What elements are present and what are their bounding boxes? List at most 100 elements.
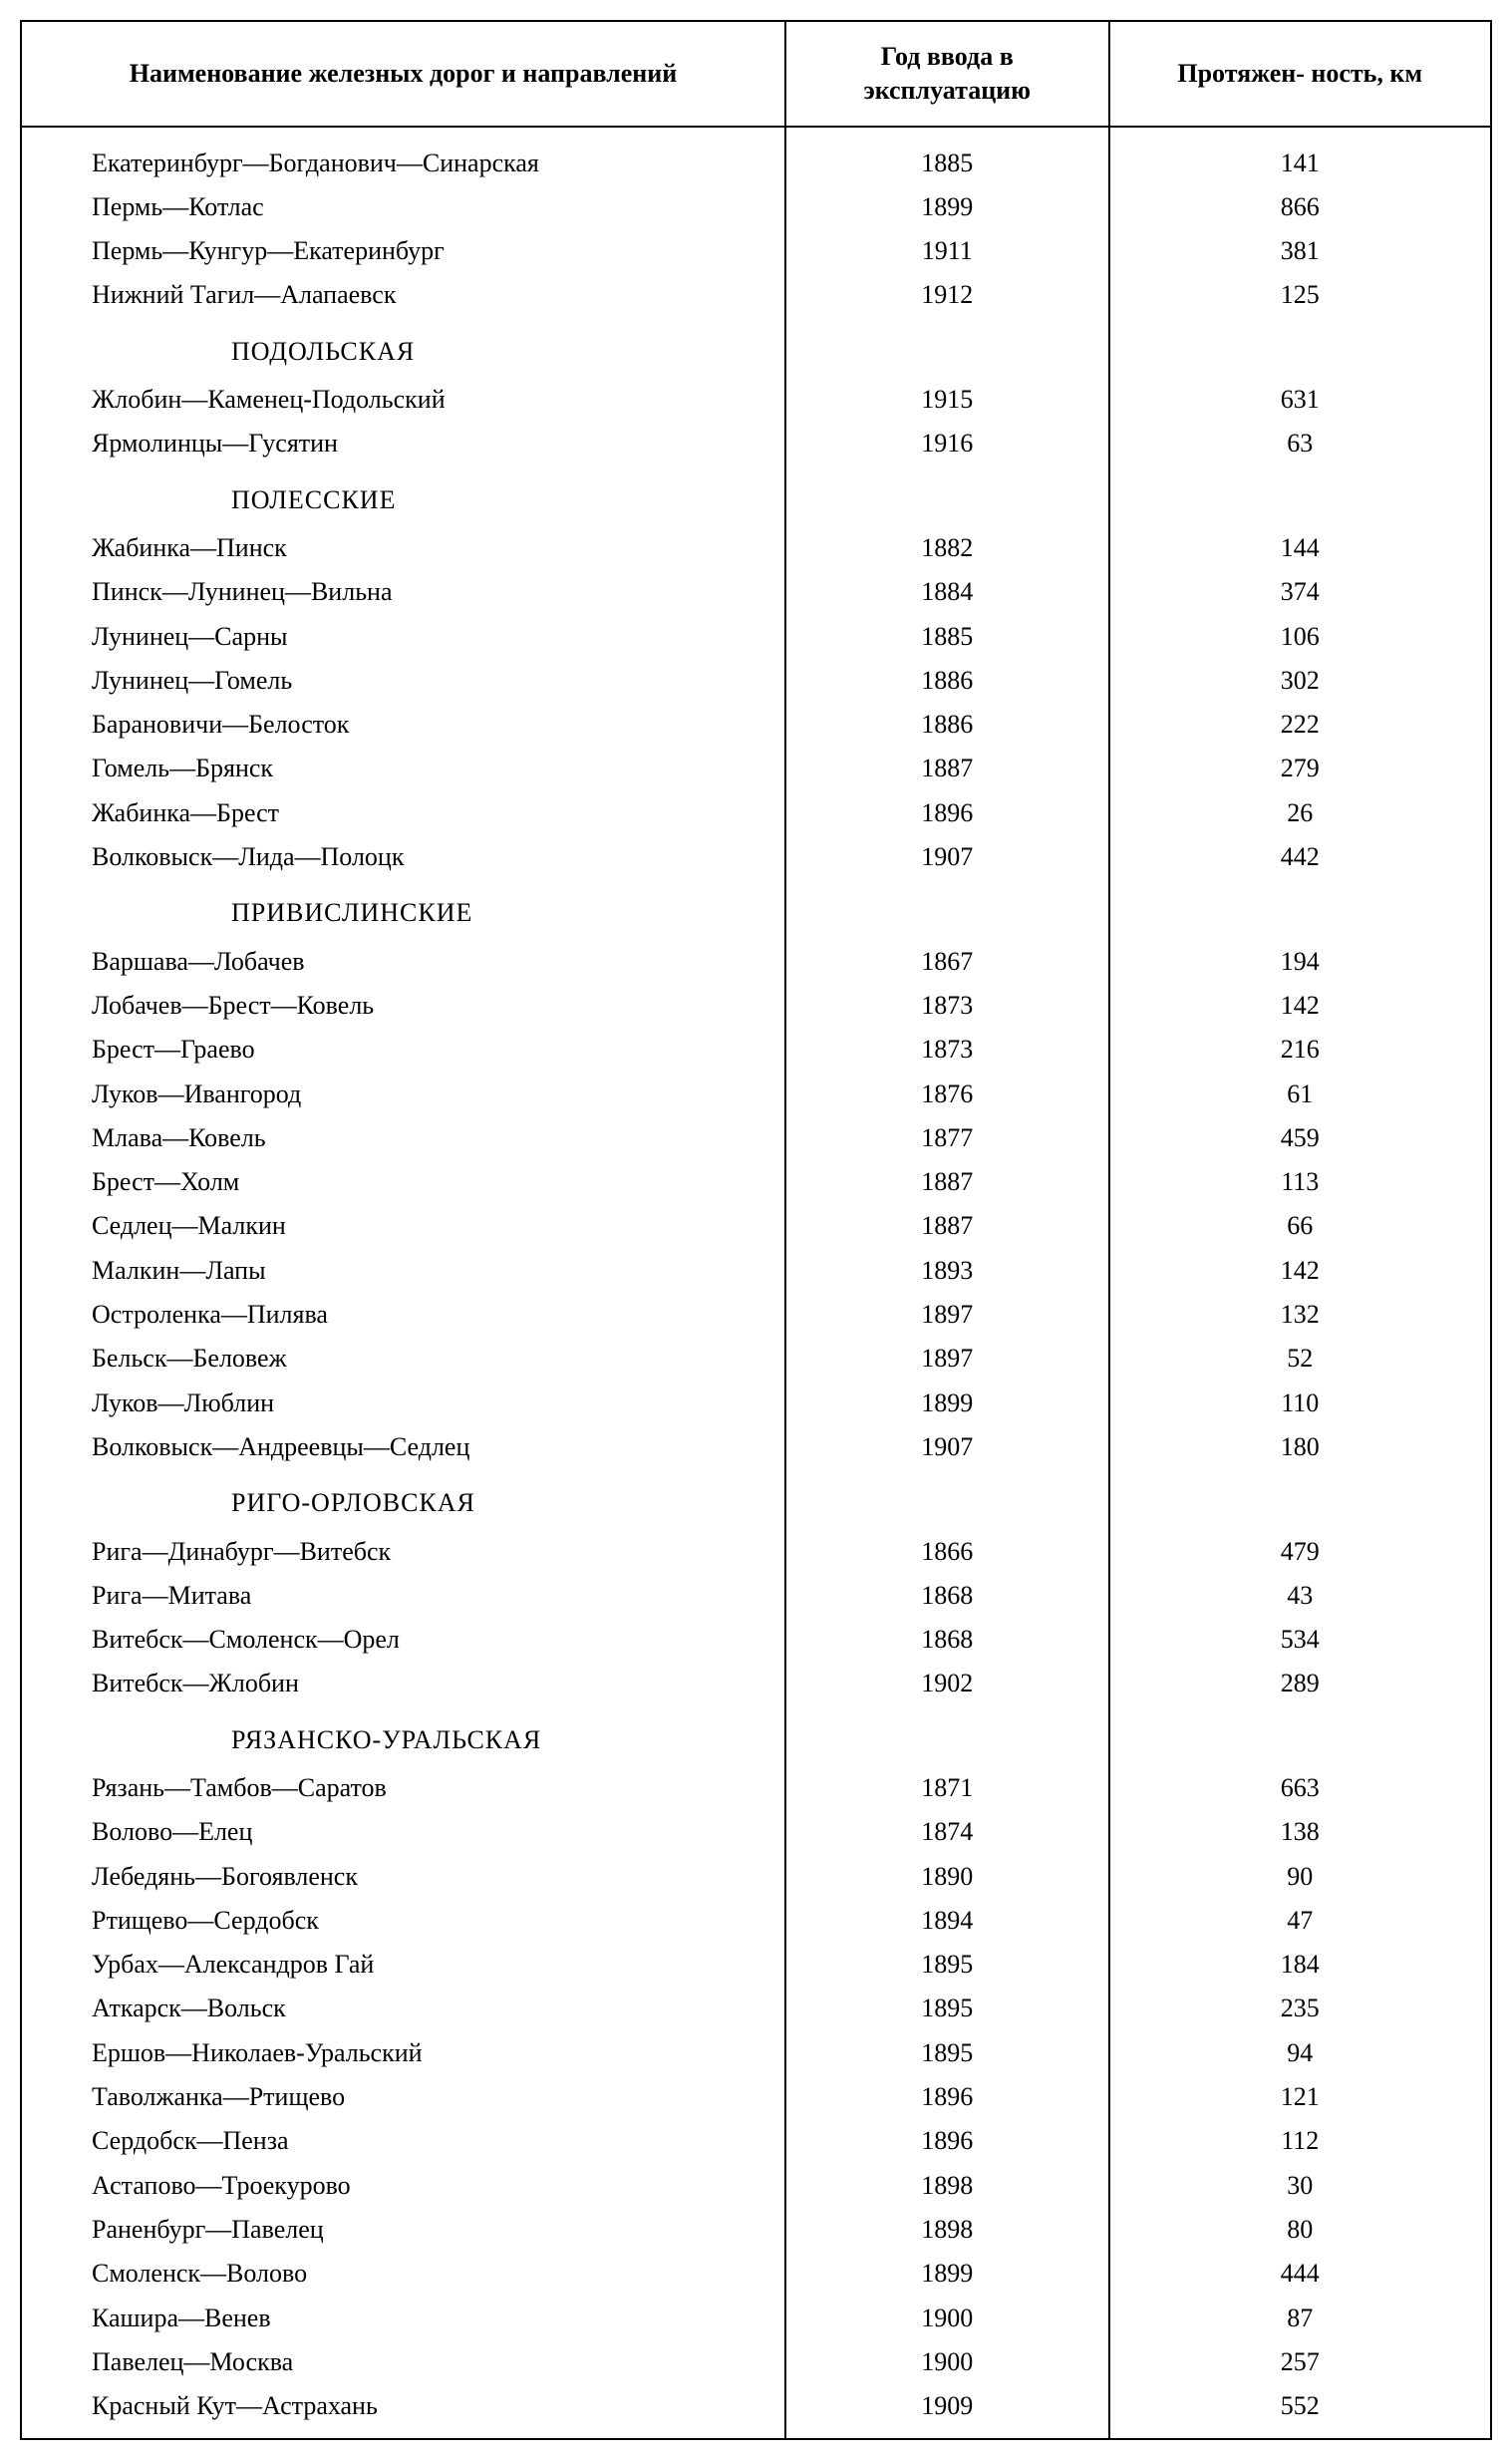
cell-length: 43 xyxy=(1109,1574,1492,1618)
cell-length: 106 xyxy=(1109,615,1492,659)
cell-length: 479 xyxy=(1109,1530,1492,1574)
cell-name: Волово—Елец xyxy=(21,1810,785,1854)
table-row: Витебск—Смоленск—Орел1868534 xyxy=(21,1618,1491,1662)
cell-name: Смоленск—Волово xyxy=(21,2252,785,2296)
cell-name: Нижний Тагил—Алапаевск xyxy=(21,273,785,317)
cell-length: 631 xyxy=(1109,378,1492,422)
table-row: Нижний Тагил—Алапаевск1912125 xyxy=(21,273,1491,317)
cell-year: 1898 xyxy=(785,2164,1109,2208)
cell-year: 1886 xyxy=(785,703,1109,747)
cell-length: 444 xyxy=(1109,2252,1492,2296)
cell-length: 47 xyxy=(1109,1899,1492,1943)
table-row: Бельск—Беловеж189752 xyxy=(21,1337,1491,1381)
cell-name: Аткарск—Вольск xyxy=(21,1987,785,2030)
cell-year: 1867 xyxy=(785,940,1109,984)
table-row: Остроленка—Пилява1897132 xyxy=(21,1293,1491,1337)
cell-year: 1915 xyxy=(785,378,1109,422)
section-title-row: РИГО-ОРЛОВСКАЯ xyxy=(21,1469,1491,1529)
cell-year: 1874 xyxy=(785,1810,1109,1854)
table-row: Рига—Динабург—Витебск1866479 xyxy=(21,1530,1491,1574)
cell-length: 184 xyxy=(1109,1943,1492,1987)
cell-name: Рига—Митава xyxy=(21,1574,785,1618)
cell-name: Лунинец—Сарны xyxy=(21,615,785,659)
table-row: Брест—Холм1887113 xyxy=(21,1160,1491,1204)
table-row: Луков—Ивангород187661 xyxy=(21,1073,1491,1116)
cell-length: 138 xyxy=(1109,1810,1492,1854)
cell-name: Витебск—Смоленск—Орел xyxy=(21,1618,785,1662)
cell-length: 144 xyxy=(1109,526,1492,570)
cell-name: Жабинка—Брест xyxy=(21,791,785,835)
spacer-cell xyxy=(785,2428,1109,2439)
table-row: Луков—Люблин1899110 xyxy=(21,1382,1491,1425)
cell-year: 1884 xyxy=(785,570,1109,614)
cell-name: Остроленка—Пилява xyxy=(21,1293,785,1337)
table-row: Лунинец—Сарны1885106 xyxy=(21,615,1491,659)
table-body: Екатеринбург—Богданович—Синарская1885141… xyxy=(21,127,1491,2440)
table-row: Пинск—Лунинец—Вильна1884374 xyxy=(21,570,1491,614)
cell-length: 289 xyxy=(1109,1662,1492,1705)
cell-name: Кашира—Венев xyxy=(21,2297,785,2340)
cell-length: 302 xyxy=(1109,659,1492,703)
cell-length: 534 xyxy=(1109,1618,1492,1662)
cell-length: 80 xyxy=(1109,2208,1492,2252)
spacer-row xyxy=(21,127,1491,142)
col-header-length-text: Протяжен- ность, км xyxy=(1177,59,1422,88)
table-row: Млава—Ковель1877459 xyxy=(21,1116,1491,1160)
section-empty xyxy=(1109,1706,1492,1766)
cell-name: Жлобин—Каменец-Подольский xyxy=(21,378,785,422)
table-row: Астапово—Троекурово189830 xyxy=(21,2164,1491,2208)
cell-name: Астапово—Троекурово xyxy=(21,2164,785,2208)
cell-length: 257 xyxy=(1109,2340,1492,2384)
section-title-row: ПРИВИСЛИНСКИЕ xyxy=(21,879,1491,939)
cell-length: 52 xyxy=(1109,1337,1492,1381)
table-row: Рязань—Тамбов—Саратов1871663 xyxy=(21,1766,1491,1810)
cell-year: 1886 xyxy=(785,659,1109,703)
cell-length: 142 xyxy=(1109,984,1492,1028)
cell-year: 1896 xyxy=(785,2119,1109,2163)
cell-name: Бельск—Беловеж xyxy=(21,1337,785,1381)
section-empty xyxy=(785,1706,1109,1766)
section-title: ПОЛЕССКИЕ xyxy=(21,466,785,526)
cell-length: 87 xyxy=(1109,2297,1492,2340)
cell-name: Пермь—Котлас xyxy=(21,185,785,229)
cell-year: 1873 xyxy=(785,984,1109,1028)
cell-year: 1871 xyxy=(785,1766,1109,1810)
cell-length: 66 xyxy=(1109,1204,1492,1248)
section-empty xyxy=(1109,879,1492,939)
cell-length: 30 xyxy=(1109,2164,1492,2208)
cell-length: 235 xyxy=(1109,1987,1492,2030)
table-row: Волово—Елец1874138 xyxy=(21,1810,1491,1854)
section-title: ПОДОЛЬСКАЯ xyxy=(21,318,785,378)
section-empty xyxy=(785,1469,1109,1529)
cell-name: Ртищево—Сердобск xyxy=(21,1899,785,1943)
cell-year: 1887 xyxy=(785,747,1109,790)
cell-name: Барановичи—Белосток xyxy=(21,703,785,747)
table-row: Таволжанка—Ртищево1896121 xyxy=(21,2075,1491,2119)
cell-year: 1885 xyxy=(785,615,1109,659)
cell-year: 1895 xyxy=(785,1987,1109,2030)
table-row: Раненбург—Павелец189880 xyxy=(21,2208,1491,2252)
col-header-year: Год ввода в эксплуатацию xyxy=(785,21,1109,127)
cell-length: 125 xyxy=(1109,273,1492,317)
cell-name: Пинск—Лунинец—Вильна xyxy=(21,570,785,614)
cell-year: 1885 xyxy=(785,142,1109,185)
table-row: Ртищево—Сердобск189447 xyxy=(21,1899,1491,1943)
table-row: Аткарск—Вольск1895235 xyxy=(21,1987,1491,2030)
table-row: Рига—Митава186843 xyxy=(21,1574,1491,1618)
section-empty xyxy=(1109,1469,1492,1529)
table-row: Волковыск—Андреевцы—Седлец1907180 xyxy=(21,1425,1491,1469)
cell-name: Урбах—Александров Гай xyxy=(21,1943,785,1987)
cell-length: 112 xyxy=(1109,2119,1492,2163)
col-header-name-text: Наименование железных дорог и направлени… xyxy=(130,59,677,88)
table-row: Гомель—Брянск1887279 xyxy=(21,747,1491,790)
section-title: ПРИВИСЛИНСКИЕ xyxy=(21,879,785,939)
table-row: Жабинка—Брест189626 xyxy=(21,791,1491,835)
table-row: Урбах—Александров Гай1895184 xyxy=(21,1943,1491,1987)
cell-name: Жабинка—Пинск xyxy=(21,526,785,570)
cell-name: Волковыск—Андреевцы—Седлец xyxy=(21,1425,785,1469)
cell-year: 1898 xyxy=(785,2208,1109,2252)
table-row: Ярмолинцы—Гусятин191663 xyxy=(21,422,1491,465)
cell-name: Сердобск—Пенза xyxy=(21,2119,785,2163)
railways-table: Наименование железных дорог и направлени… xyxy=(20,20,1492,2440)
table-row: Варшава—Лобачев1867194 xyxy=(21,940,1491,984)
